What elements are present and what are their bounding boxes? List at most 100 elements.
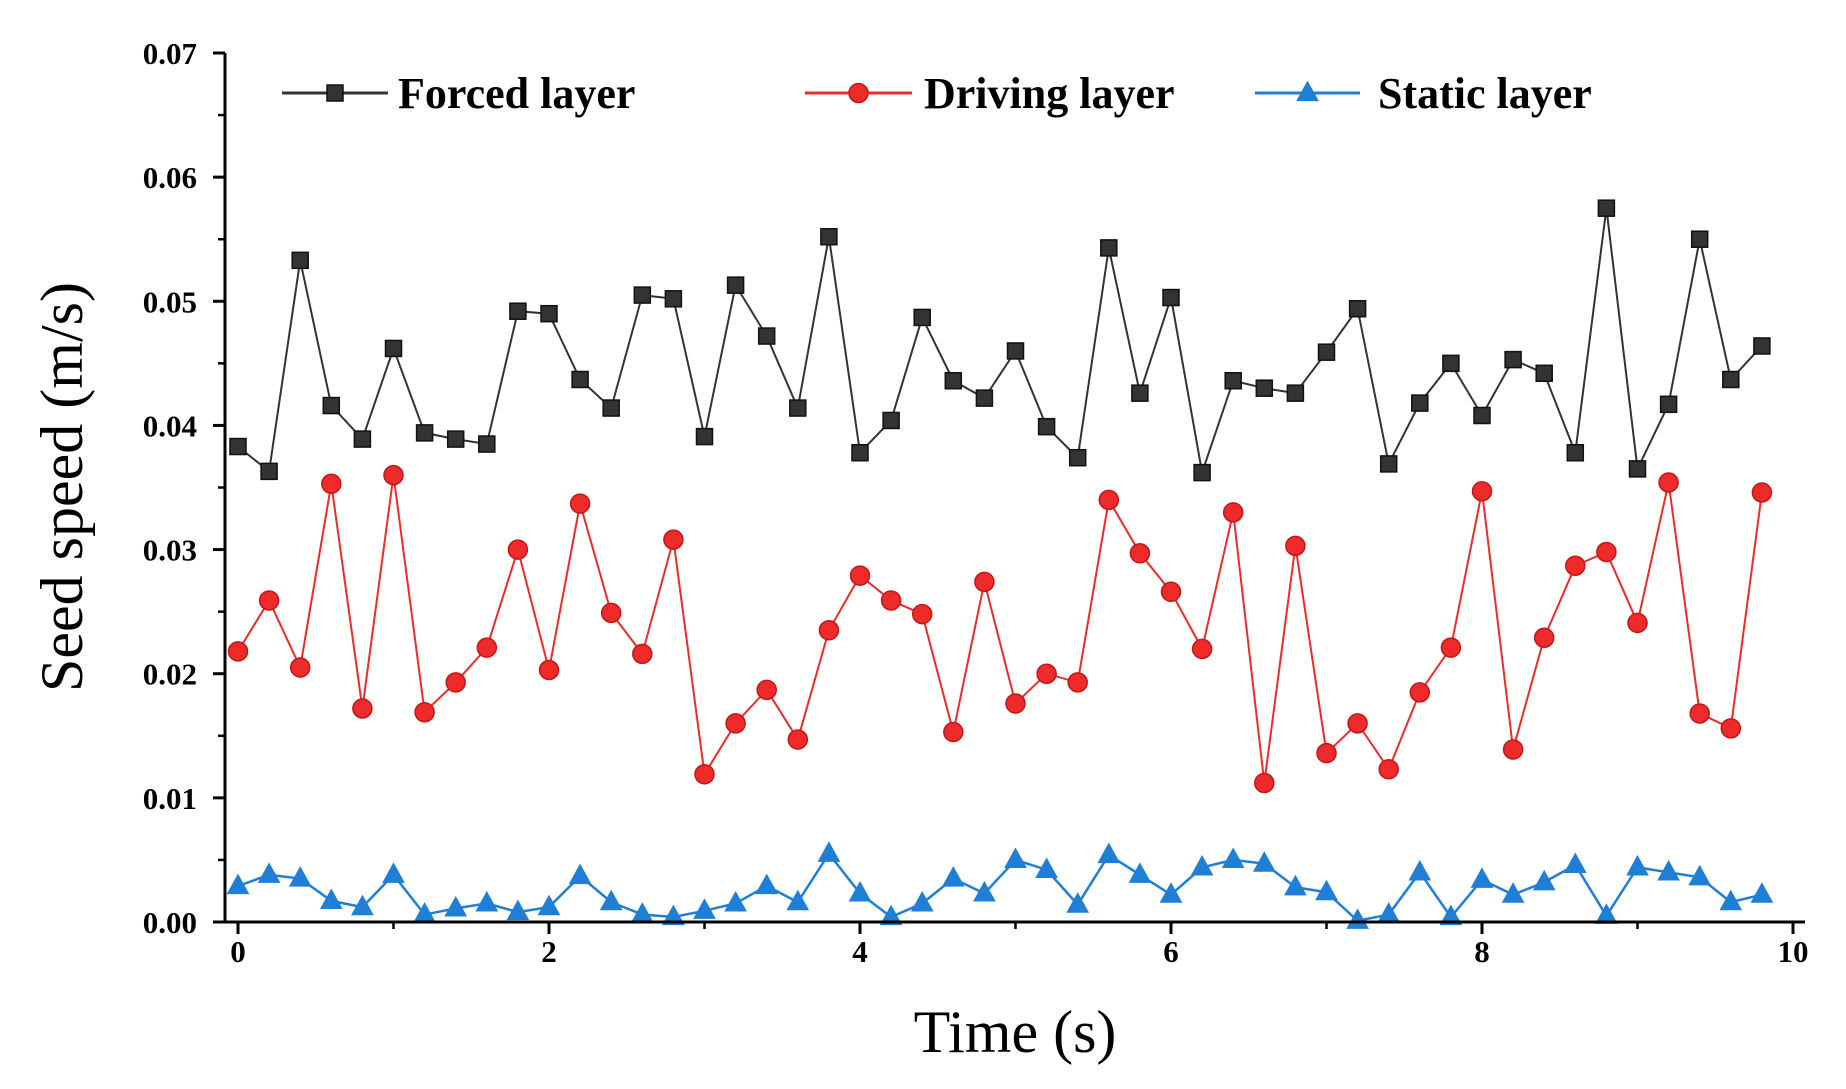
data-point: [476, 637, 498, 658]
data-point: [632, 643, 653, 665]
data-point: [757, 327, 776, 345]
y-tick-label: 0.01: [143, 781, 197, 816]
data-point: [291, 251, 309, 270]
data-point: [1657, 859, 1680, 881]
data-point: [1254, 772, 1275, 794]
data-point: [1532, 869, 1556, 891]
data-point: [1066, 892, 1090, 913]
x-tick-label: 8: [1474, 934, 1490, 969]
data-point: [1379, 455, 1398, 473]
data-point: [415, 424, 434, 442]
data-point: [1131, 384, 1149, 402]
data-point: [227, 641, 249, 662]
data-point: [1348, 299, 1367, 318]
data-point: [1720, 718, 1742, 739]
data-point: [755, 873, 779, 895]
data-point: [1501, 882, 1525, 903]
data-point: [662, 904, 685, 926]
data-point: [599, 889, 623, 911]
data-point: [879, 904, 903, 926]
data-point: [1565, 555, 1586, 576]
legend-swatch-marker: [326, 84, 344, 102]
data-point: [1162, 288, 1180, 307]
series-line: [237, 208, 1763, 474]
data-point: [1285, 535, 1306, 557]
data-point: [1751, 482, 1773, 503]
data-point: [260, 462, 278, 481]
data-point: [694, 764, 715, 785]
data-point: [1315, 879, 1338, 901]
legend-item: Driving layer: [805, 69, 1175, 118]
x-tick-label: 0: [230, 934, 246, 969]
legend: Forced layer Driving layer Static layer: [282, 69, 1592, 118]
data-point: [322, 396, 341, 415]
data-point: [1722, 370, 1740, 389]
data-point: [1596, 541, 1617, 563]
data-point: [789, 399, 807, 417]
data-point: [1627, 612, 1648, 634]
data-point: [1690, 230, 1709, 248]
data-point: [1284, 874, 1307, 896]
data-point: [1100, 239, 1118, 257]
legend-item: Static layer: [1255, 69, 1592, 118]
y-tick-label: 0.05: [143, 284, 197, 319]
data-point: [384, 339, 403, 358]
data-point: [663, 529, 684, 550]
legend-swatch-marker: [848, 82, 869, 104]
data-point: [1626, 854, 1649, 876]
x-tick-label: 2: [541, 934, 557, 969]
data-point: [913, 308, 931, 327]
legend-label: Static layer: [1378, 69, 1592, 118]
data-point: [1006, 342, 1025, 360]
data-point: [538, 659, 560, 681]
data-point: [1316, 742, 1337, 764]
data-point: [1409, 682, 1431, 703]
data-point: [1442, 354, 1460, 373]
data-point: [445, 672, 466, 693]
data-point: [444, 895, 468, 917]
legend-label: Driving layer: [924, 69, 1175, 118]
data-point: [383, 464, 404, 486]
data-point: [726, 276, 745, 294]
data-point: [289, 657, 311, 678]
series-forced-layer: [229, 199, 1771, 482]
data-point: [1750, 882, 1774, 903]
data-point: [600, 602, 622, 624]
x-axis-title: Time (s): [914, 999, 1117, 1065]
data-point: [475, 890, 499, 912]
y-tick-label: 0.00: [143, 905, 197, 940]
data-point: [1190, 854, 1214, 876]
data-point: [1224, 371, 1242, 390]
data-point: [1036, 663, 1057, 684]
x-tick-label: 10: [1778, 934, 1809, 969]
y-tick-label: 0.03: [143, 533, 197, 568]
data-point: [911, 603, 933, 625]
axes: [223, 53, 1805, 924]
data-point: [910, 890, 934, 912]
data-point: [257, 862, 281, 883]
x-tick-label: 4: [852, 934, 868, 969]
data-point: [571, 370, 589, 389]
legend-label: Forced layer: [398, 69, 635, 118]
data-point: [880, 590, 902, 611]
data-point: [321, 473, 342, 495]
data-point: [1004, 847, 1027, 869]
y-tick-label: 0.06: [143, 160, 197, 195]
y-tick-label: 0.04: [143, 408, 197, 443]
data-point: [568, 863, 592, 885]
data-point: [414, 701, 435, 723]
x-tick-label: 6: [1163, 934, 1179, 969]
data-point: [288, 866, 312, 887]
data-point: [664, 290, 683, 308]
data-point: [1408, 859, 1432, 881]
data-point: [1719, 889, 1743, 911]
data-point: [882, 411, 900, 430]
series-line: [237, 474, 1763, 784]
data-point: [756, 679, 777, 701]
data-point: [382, 862, 405, 883]
data-point: [849, 565, 871, 586]
data-point: [1566, 443, 1585, 462]
y-tick-label: 0.02: [143, 657, 197, 692]
legend-item: Forced layer: [282, 69, 635, 118]
